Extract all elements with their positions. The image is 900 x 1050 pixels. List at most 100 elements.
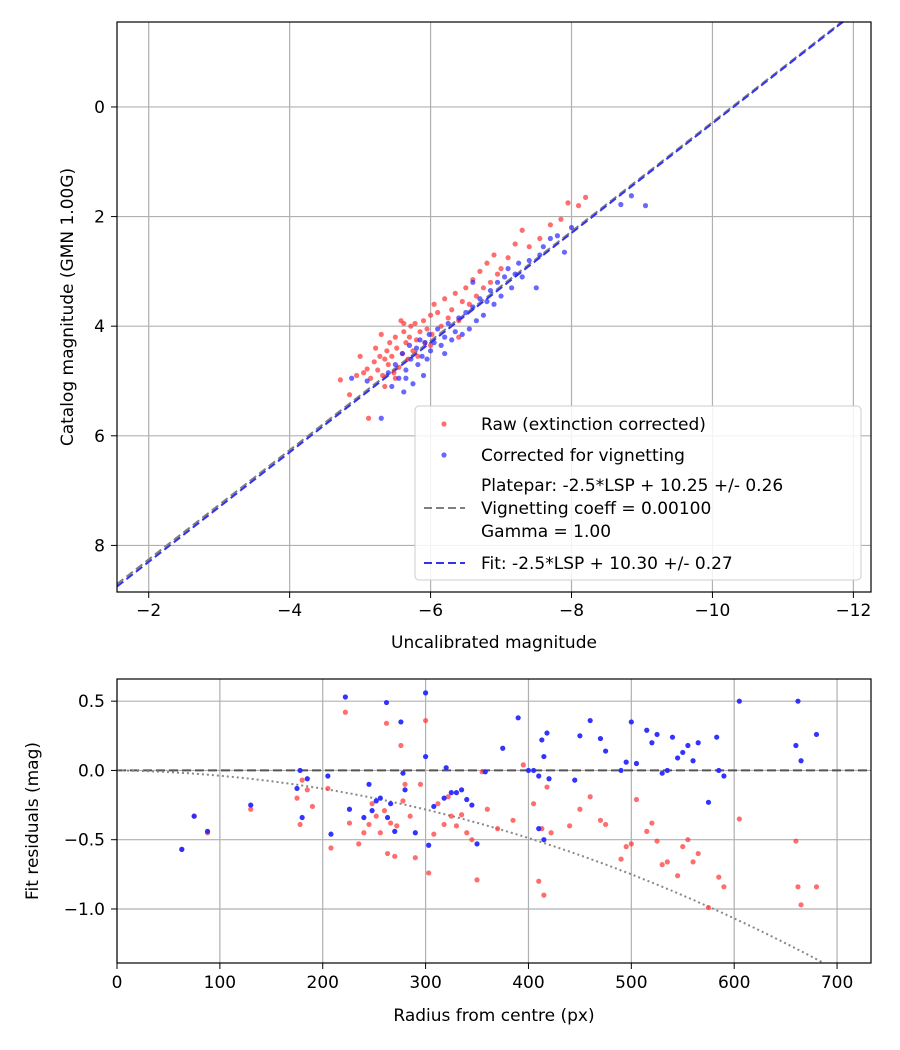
residual-raw-point	[412, 855, 418, 861]
residual-raw-point	[469, 837, 475, 843]
raw-point	[477, 268, 483, 274]
corrected-point	[487, 287, 494, 294]
raw-point	[487, 279, 494, 285]
corrected-point	[501, 274, 508, 280]
legend-box	[414, 405, 862, 581]
top-x-tick-label: −12	[835, 601, 871, 621]
corrected-point	[417, 337, 423, 343]
residual-corrected-point	[680, 749, 686, 756]
residual-corrected-point	[448, 790, 454, 796]
legend: Raw (extinction corrected) Corrected for…	[414, 405, 862, 581]
corrected-point	[498, 293, 504, 299]
raw-point	[403, 340, 409, 346]
residual-raw-point	[654, 838, 660, 844]
corrected-point	[494, 279, 501, 285]
raw-point	[583, 194, 589, 200]
raw-point	[377, 353, 383, 359]
bottom-x-tick-label: 700	[821, 973, 853, 993]
raw-point	[558, 216, 564, 222]
residual-corrected-point	[431, 803, 437, 810]
corrected-point	[406, 342, 413, 348]
corrected-point	[466, 326, 472, 332]
corrected-point	[568, 224, 575, 231]
residual-corrected-point	[294, 785, 300, 792]
corrected-point	[401, 389, 407, 395]
residual-raw-point	[628, 841, 634, 847]
raw-point	[427, 342, 434, 348]
raw-point	[396, 364, 402, 370]
residual-corrected-point	[453, 790, 460, 796]
raw-point	[519, 227, 525, 233]
residual-corrected-point	[179, 846, 185, 853]
vignetting-curve	[117, 769, 826, 963]
legend-label-gamma: Gamma = 1.00	[481, 522, 611, 542]
corrected-point	[618, 201, 624, 208]
residual-raw-point	[510, 817, 516, 823]
residual-corrected-point	[714, 734, 720, 740]
residual-raw-point	[716, 874, 722, 880]
raw-point	[410, 348, 416, 354]
residual-corrected-point	[705, 799, 712, 805]
residual-corrected-point	[474, 841, 480, 847]
residual-corrected-point	[659, 770, 665, 776]
residual-raw-point	[400, 798, 406, 804]
residual-corrected-point	[515, 715, 521, 721]
raw-point	[394, 345, 400, 351]
raw-point	[401, 329, 407, 335]
residual-corrected-point	[531, 767, 537, 774]
corrected-point	[349, 375, 355, 381]
corrected-point	[561, 249, 568, 255]
residual-raw-point	[346, 820, 353, 826]
residual-corrected-point	[422, 753, 429, 760]
corrected-point	[484, 298, 490, 305]
raw-point	[452, 290, 458, 296]
top-x-tick-label: −10	[695, 601, 731, 621]
corrected-point	[389, 383, 395, 390]
residual-raw-point	[736, 816, 742, 822]
corrected-point	[415, 361, 421, 368]
bottom-x-tick-label: 0	[112, 973, 123, 993]
raw-point	[417, 329, 423, 335]
residual-corrected-point	[373, 798, 379, 804]
residual-raw-point	[536, 878, 542, 884]
corrected-point	[442, 334, 448, 340]
raw-point	[575, 203, 582, 209]
residual-corrected-point	[597, 735, 604, 742]
raw-point	[473, 293, 479, 299]
residual-corrected-point	[398, 719, 404, 725]
residual-raw-point	[304, 787, 310, 793]
bottom-y-tick-label: 0.5	[78, 692, 105, 712]
raw-point	[382, 356, 388, 362]
residual-raw-point	[381, 808, 388, 814]
residual-corrected-point	[388, 801, 394, 807]
bottom-x-tick-label: 300	[409, 973, 441, 993]
residual-corrected-point	[402, 787, 408, 793]
residual-corrected-point	[736, 698, 742, 704]
residual-raw-point	[297, 821, 303, 828]
residual-raw-point	[328, 845, 334, 851]
corrected-point	[470, 279, 476, 285]
residual-raw-point	[377, 830, 383, 836]
residual-raw-point	[603, 821, 609, 828]
residual-raw-point	[544, 784, 550, 790]
residual-corrected-point	[383, 699, 390, 706]
raw-point	[435, 309, 441, 316]
bottom-x-tick-label: 200	[307, 973, 339, 993]
top-x-axis-label: Uncalibrated magnitude	[391, 633, 597, 653]
raw-point	[412, 320, 418, 327]
corrected-point	[519, 274, 525, 280]
residual-raw-point	[458, 812, 465, 818]
fit-line	[117, 22, 845, 588]
raw-point	[463, 285, 469, 291]
residual-raw-point	[407, 813, 413, 819]
residual-raw-point	[435, 801, 441, 807]
residual-raw-point	[445, 794, 451, 800]
raw-point	[456, 334, 462, 340]
raw-point	[445, 315, 451, 321]
bottom-x-axis-label: Radius from centre (px)	[393, 1006, 594, 1026]
legend-label-corrected: Corrected for vignetting	[481, 446, 685, 466]
raw-point	[373, 345, 379, 351]
residual-corrected-point	[536, 773, 542, 779]
residual-corrected-point	[618, 767, 624, 774]
raw-point	[368, 375, 374, 381]
